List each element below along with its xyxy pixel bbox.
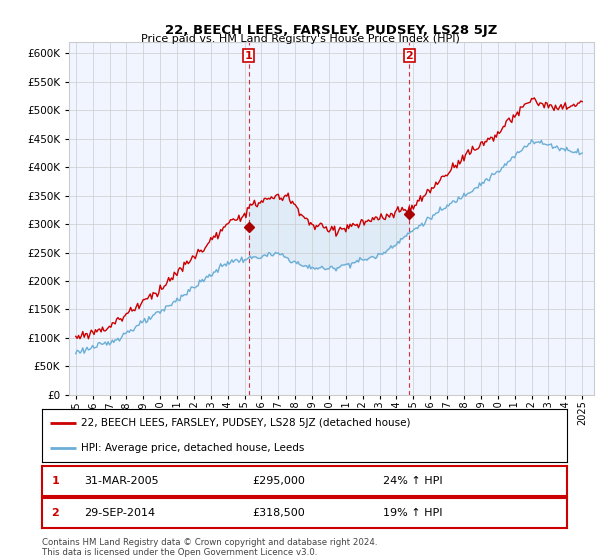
Text: £295,000: £295,000 <box>252 476 305 486</box>
Text: HPI: Average price, detached house, Leeds: HPI: Average price, detached house, Leed… <box>82 442 305 452</box>
Title: 22, BEECH LEES, FARSLEY, PUDSEY, LS28 5JZ: 22, BEECH LEES, FARSLEY, PUDSEY, LS28 5J… <box>166 24 497 36</box>
Text: 19% ↑ HPI: 19% ↑ HPI <box>383 508 443 518</box>
Text: Price paid vs. HM Land Registry's House Price Index (HPI): Price paid vs. HM Land Registry's House … <box>140 34 460 44</box>
Text: 22, BEECH LEES, FARSLEY, PUDSEY, LS28 5JZ (detached house): 22, BEECH LEES, FARSLEY, PUDSEY, LS28 5J… <box>82 418 411 428</box>
Text: 1: 1 <box>52 476 59 486</box>
Text: 29-SEP-2014: 29-SEP-2014 <box>84 508 155 518</box>
Text: Contains HM Land Registry data © Crown copyright and database right 2024.
This d: Contains HM Land Registry data © Crown c… <box>42 538 377 557</box>
Text: 31-MAR-2005: 31-MAR-2005 <box>84 476 158 486</box>
Text: 2: 2 <box>52 508 59 518</box>
Text: 2: 2 <box>405 51 413 61</box>
Text: 24% ↑ HPI: 24% ↑ HPI <box>383 476 443 486</box>
Text: £318,500: £318,500 <box>252 508 305 518</box>
Text: 1: 1 <box>245 51 253 61</box>
